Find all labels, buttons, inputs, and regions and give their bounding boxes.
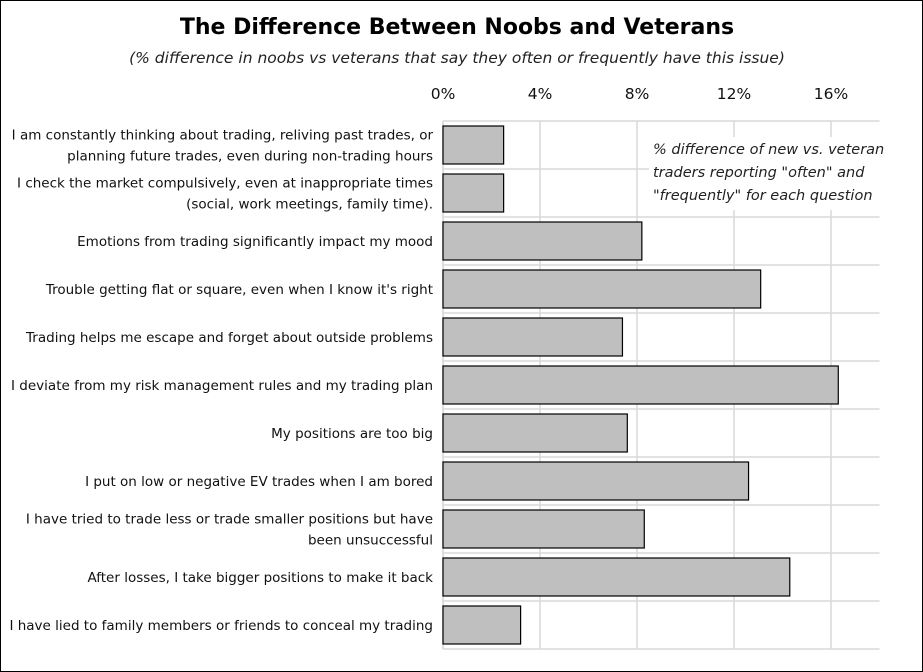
category-label: Trouble getting flat or square, even whe… (45, 282, 433, 298)
category-label: I have lied to family members or friends… (9, 618, 433, 634)
x-tick-label: 4% (528, 85, 553, 103)
category-label: Trading helps me escape and forget about… (25, 330, 433, 346)
category-label: I have tried to trade less or trade smal… (26, 512, 433, 549)
bar (442, 557, 791, 597)
category-label: I am constantly thinking about trading, … (12, 128, 434, 165)
bar (442, 461, 750, 501)
category-label: After losses, I take bigger positions to… (87, 570, 433, 586)
bar (442, 221, 643, 261)
chart-annotation: % difference of new vs. veteran traders … (649, 137, 897, 210)
bar (442, 413, 628, 453)
bar (442, 173, 505, 213)
category-label: I deviate from my risk management rules … (11, 378, 433, 394)
x-tick-label: 16% (814, 85, 848, 103)
x-tick-label: 12% (717, 85, 751, 103)
chart-title: The Difference Between Noobs and Veteran… (179, 15, 735, 40)
bar (442, 365, 839, 405)
bar (442, 317, 624, 357)
category-label: I put on low or negative EV trades when … (85, 474, 433, 490)
category-label: My positions are too big (271, 426, 433, 442)
bar (442, 269, 762, 309)
x-tick-label: 0% (431, 85, 456, 103)
x-tick-label: 8% (625, 85, 650, 103)
chart-subtitle: (% difference in noobs vs veterans that … (129, 49, 785, 67)
bar (442, 605, 522, 645)
category-label: I check the market compulsively, even at… (17, 176, 433, 213)
bar (442, 509, 645, 549)
bar (442, 125, 505, 165)
category-label: Emotions from trading significantly impa… (77, 234, 433, 250)
